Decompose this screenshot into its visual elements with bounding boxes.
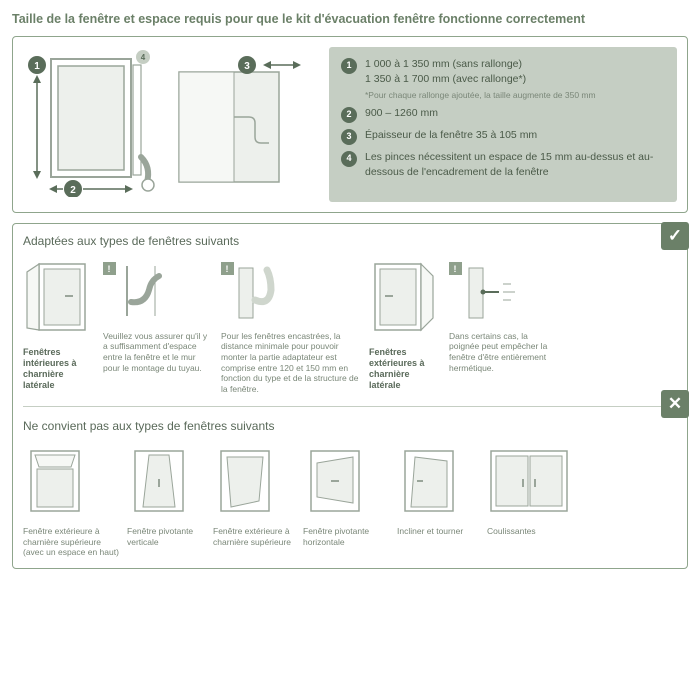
page-title: Taille de la fenêtre et espace requis po… [12,12,688,26]
svg-text:2: 2 [70,185,76,196]
suitable-item-1: ! Veuillez vous assurer qu'il y a suffis… [103,258,213,373]
unsuitable-row: Fenêtre extérieure à charnière supérieur… [23,443,677,558]
svg-text:4: 4 [141,53,146,62]
window-pivot-h-icon [303,443,367,517]
svg-text:!: ! [226,264,229,274]
unsuitable-item-3: Fenêtre pivotante horizontale [303,443,389,547]
x-icon: ✕ [661,390,689,418]
badge-4-icon: 4 [341,151,357,167]
hose-recess-icon: ! [221,262,281,322]
unsuitable-item-0: Fenêtre extérieure à charnière supérieur… [23,443,119,558]
window-tilt-icon [397,443,461,517]
info-box: 1 1 000 à 1 350 mm (sans rallonge) 1 350 à… [329,47,677,202]
info-1-text2: 1 350 à 1 700 mm (avec rallonge*) [365,73,526,85]
suitable-panel: ✓ Adaptées aux types de fenêtres suivant… [12,223,688,569]
unsuitable-label-4: Incliner et tourner [397,526,479,537]
diagram-area: 1 4 2 [23,47,319,202]
dimensions-panel: 1 4 2 [12,36,688,213]
unsuitable-label-0: Fenêtre extérieure à charnière supérieur… [23,526,119,558]
suitable-label-4: Dans certains cas, la poignée peut empêc… [449,331,559,374]
suitable-label-0: Fenêtres intérieures à charnière latéral… [23,347,95,392]
suitable-label-3: Fenêtres extérieures à charnière latéral… [369,347,441,392]
svg-text:!: ! [108,264,111,274]
suitable-item-2: ! Pour les fenêtres encastrées, la dista… [221,258,361,394]
info-1-note: *Pour chaque rallonge ajoutée, la taille… [365,89,665,101]
unsuitable-item-1: Fenêtre pivotante verticale [127,443,205,547]
suitable-label-2: Pour les fenêtres encastrées, la distanc… [221,331,361,395]
unsuitable-title: Ne convient pas aux types de fenêtres su… [23,419,677,433]
window-outward-icon [369,258,437,338]
separator [23,406,677,407]
svg-text:1: 1 [34,61,40,72]
diagram-2: 3 [169,47,319,202]
svg-text:!: ! [454,264,457,274]
window-inward-icon [23,258,91,338]
unsuitable-label-2: Fenêtre extérieure à charnière supérieur… [213,526,295,547]
info-3-text: Épaisseur de la fenêtre 35 à 105 mm [365,128,537,143]
window-pivot-v-icon [127,443,191,517]
unsuitable-label-5: Coulissantes [487,526,583,537]
diagram-1: 1 4 2 [23,47,163,202]
suitable-item-4: ! Dans certains cas, la poignée peut emp… [449,258,559,373]
window-sliding-icon [487,443,571,517]
suitable-title: Adaptées aux types de fenêtres suivants [23,234,677,248]
window-ext-top-icon [213,443,277,517]
svg-text:3: 3 [244,61,250,72]
hose-wall-icon: ! [103,262,163,322]
info-4-text: Les pinces nécessitent un espace de 15 m… [365,150,665,180]
suitable-item-0: Fenêtres intérieures à charnière latéral… [23,258,95,392]
info-2-text: 900 – 1260 mm [365,106,438,121]
check-icon: ✓ [661,222,689,250]
info-1-text: 1 000 à 1 350 mm (sans rallonge) [365,58,522,70]
suitable-label-1: Veuillez vous assurer qu'il y a suffisam… [103,331,213,374]
unsuitable-item-4: Incliner et tourner [397,443,479,536]
window-top-hinge-out-icon [23,443,87,517]
unsuitable-item-5: Coulissantes [487,443,583,536]
handle-icon: ! [449,262,519,322]
unsuitable-item-2: Fenêtre extérieure à charnière supérieur… [213,443,295,547]
badge-3-icon: 3 [341,129,357,145]
unsuitable-label-3: Fenêtre pivotante horizontale [303,526,389,547]
badge-2-icon: 2 [341,107,357,123]
suitable-item-3: Fenêtres extérieures à charnière latéral… [369,258,441,392]
unsuitable-label-1: Fenêtre pivotante verticale [127,526,205,547]
badge-1-icon: 1 [341,58,357,74]
